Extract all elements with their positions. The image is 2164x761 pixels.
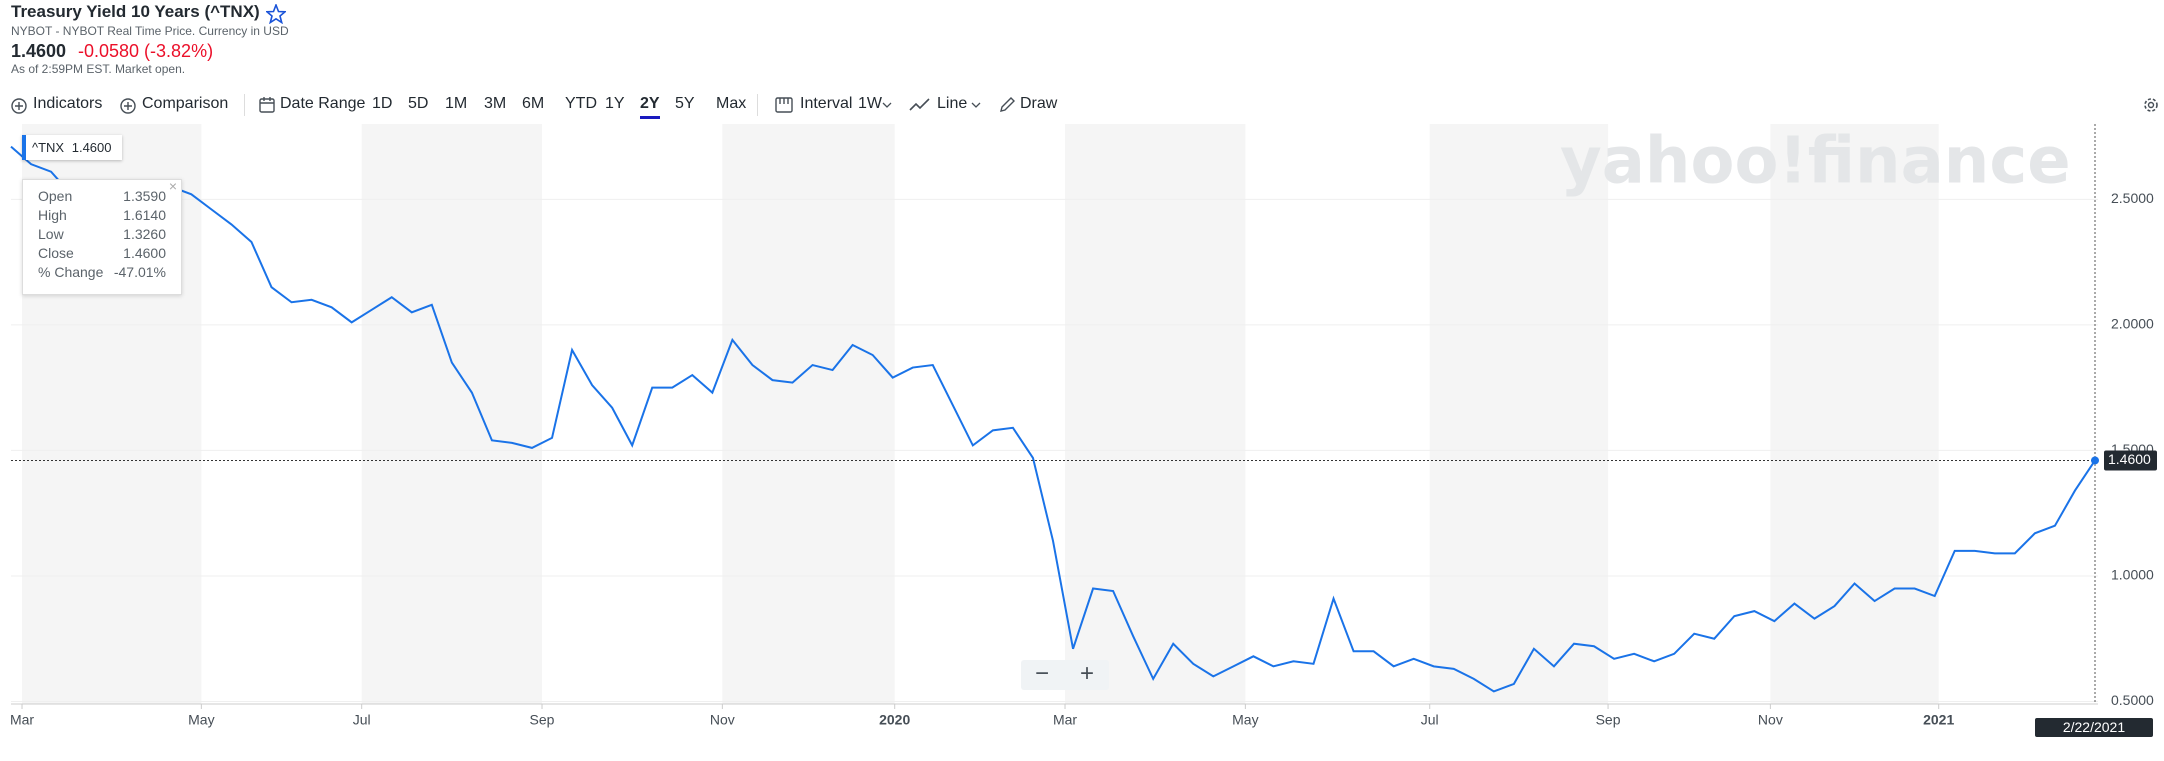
y-tick-label: 0.5000 [2111, 692, 2154, 708]
interval-label[interactable]: Interval [800, 95, 853, 112]
quote-subtitle: NYBOT - NYBOT Real Time Price. Currency … [11, 24, 289, 38]
range-button[interactable]: 6M [522, 95, 545, 112]
x-tick-label: Mar [1053, 712, 1077, 728]
tooltip-row: Close 1.4600 [38, 245, 166, 264]
range-button[interactable]: 1Y [605, 95, 625, 112]
tooltip-value: -47.01% [113, 264, 166, 280]
comparison-button[interactable]: Comparison [142, 95, 229, 112]
quote-change: -0.0580 (-3.82%) [78, 41, 214, 61]
zoom-controls: − + [1021, 660, 1109, 690]
interval-value[interactable]: 1W [858, 95, 882, 112]
last-point [2091, 456, 2099, 465]
x-tick-label: Nov [710, 712, 735, 728]
caret [971, 102, 981, 108]
tooltip-value: 1.3590 [123, 188, 166, 204]
x-tick-label: 2021 [1923, 712, 1954, 728]
y-tick-label: 2.5000 [2111, 190, 2154, 206]
x-tick-label: Sep [1596, 712, 1621, 728]
quote-time: As of 2:59PM EST. Market open. [11, 62, 186, 76]
interval-icon[interactable] [774, 96, 794, 114]
month-band [1770, 124, 1939, 704]
tooltip-row: Open 1.3590 [38, 188, 166, 207]
tooltip-label: Low [38, 226, 64, 242]
indicators-button[interactable]: Indicators [33, 95, 103, 112]
date-range-button[interactable]: Date Range [280, 95, 366, 112]
quote-title: Treasury Yield 10 Years (^TNX) [11, 2, 260, 21]
x-tick-label: Jul [1421, 712, 1439, 728]
zoom-in[interactable]: + [1080, 660, 1095, 687]
x-tick-label: 2020 [879, 712, 910, 728]
tooltip-label: % Change [38, 264, 104, 280]
tooltip-row: Low 1.3260 [38, 226, 166, 245]
range-button[interactable]: 5Y [675, 95, 695, 112]
last-price-box [2104, 450, 2157, 471]
indicators-icon[interactable] [10, 97, 28, 115]
range-button[interactable]: 3M [484, 95, 507, 112]
settings-icon[interactable] [2141, 95, 2161, 115]
month-band [361, 124, 543, 704]
range-button[interactable]: 5D [408, 95, 429, 112]
month-band [1429, 124, 1609, 704]
range-button[interactable]: YTD [565, 95, 597, 112]
caret [882, 102, 892, 108]
month-band [1065, 124, 1246, 704]
divider [244, 94, 245, 116]
range-button[interactable]: Max [716, 95, 747, 112]
tooltip-label: Open [38, 188, 73, 204]
range-button[interactable]: 1D [372, 95, 393, 112]
x-tick-label: May [188, 712, 214, 728]
y-tick-label: 1.0000 [2111, 567, 2154, 583]
tooltip-label: Close [38, 245, 74, 261]
line-icon[interactable] [909, 97, 931, 113]
tooltip-value: 1.3260 [123, 226, 166, 242]
cursor-date: 2/22/2021 [2035, 718, 2153, 737]
range-button[interactable]: 2Y [640, 95, 660, 119]
comparison-icon[interactable] [119, 97, 137, 115]
x-tick-label: May [1232, 712, 1258, 728]
quote-price: 1.4600 [11, 41, 67, 61]
chart-type-button[interactable]: Line [937, 95, 968, 112]
watchlist-star[interactable] [266, 4, 286, 24]
x-tick-label: Sep [530, 712, 555, 728]
x-tick-label: Mar [10, 712, 34, 728]
draw-icon[interactable] [998, 96, 1016, 114]
watermark: yahoo!finance [1560, 125, 2071, 199]
zoom-out[interactable]: − [1035, 660, 1050, 687]
tooltip-row: High 1.6140 [38, 207, 166, 226]
y-tick-label: 2.0000 [2111, 316, 2154, 332]
draw-button[interactable]: Draw [1020, 95, 1058, 112]
price-line [10, 145, 2096, 693]
x-tick-label: Jul [353, 712, 371, 728]
tooltip-value: 1.4600 [123, 245, 166, 261]
range-button[interactable]: 1M [445, 95, 468, 112]
series-chip: ^TNX 1.4600 [22, 135, 122, 160]
tooltip-row: % Change -47.01% [38, 264, 166, 283]
calendar-icon[interactable] [258, 96, 276, 114]
chip-symbol: ^TNX [32, 140, 65, 155]
month-band [722, 124, 895, 704]
last-price-label: 1.4600 [2108, 451, 2151, 467]
tooltip-close[interactable]: × [168, 178, 177, 194]
tooltip-label: High [38, 207, 67, 223]
x-tick-label: Nov [1758, 712, 1783, 728]
chip-value: 1.4600 [71, 140, 112, 155]
tooltip-value: 1.6140 [123, 207, 166, 223]
tooltip: × Open 1.3590 High 1.6140 Low 1.3260 Close 1.46… [22, 178, 182, 295]
divider [757, 94, 758, 116]
